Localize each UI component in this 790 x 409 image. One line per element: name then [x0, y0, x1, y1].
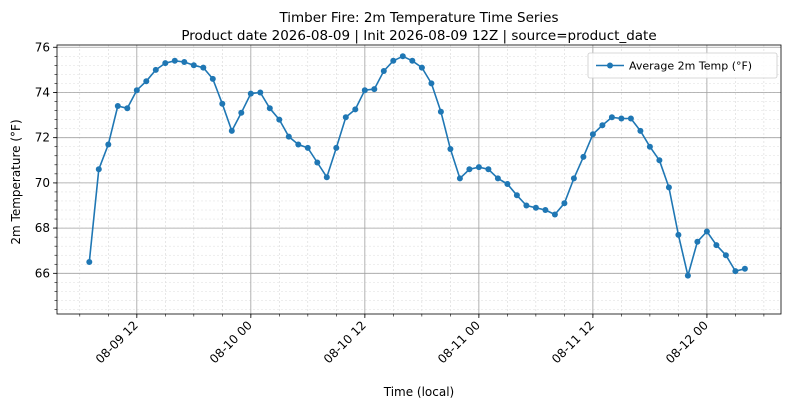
- y-tick-label: 70: [35, 176, 50, 190]
- series-line: [88, 55, 746, 277]
- data-point: [656, 157, 663, 164]
- data-point: [266, 105, 273, 112]
- data-point: [456, 175, 463, 182]
- data-point: [608, 114, 615, 121]
- data-point: [732, 268, 739, 275]
- data-point: [637, 127, 644, 134]
- data-point: [105, 141, 112, 148]
- axis-layer: 08-09 12 08-10 00 08-10 12 08-11 00 08-11 12…: [35, 40, 765, 366]
- data-point: [580, 153, 587, 160]
- data-point: [703, 228, 710, 235]
- data-point: [314, 159, 321, 166]
- data-point: [694, 238, 701, 245]
- data-point: [143, 78, 150, 85]
- data-point: [618, 115, 625, 122]
- data-point: [342, 114, 349, 121]
- data-point: [437, 108, 444, 115]
- data-point: [95, 166, 102, 173]
- data-point: [181, 59, 188, 65]
- data-point: [304, 144, 311, 151]
- data-point: [675, 231, 682, 238]
- x-axis-label: Time (local): [383, 385, 455, 399]
- y-tick-label: 76: [35, 40, 50, 54]
- x-tick-label: 08-10 00: [207, 318, 255, 366]
- data-point: [219, 100, 226, 107]
- data-point: [399, 53, 406, 60]
- data-point: [114, 103, 121, 109]
- data-point: [285, 133, 292, 140]
- data-point: [152, 66, 159, 73]
- data-point: [713, 242, 720, 249]
- grid-layer: [57, 45, 781, 314]
- data-point: [428, 80, 435, 87]
- chart-subtitle: Product date 2026-08-09 | Init 2026-08-0…: [181, 28, 656, 44]
- data-point: [684, 272, 691, 279]
- legend: Average 2m Temp (°F): [587, 52, 778, 79]
- chart-title: Timber Fire: 2m Temperature Time Series: [278, 10, 558, 26]
- data-point: [257, 89, 264, 96]
- data-point: [380, 68, 387, 74]
- data-point: [162, 60, 169, 67]
- data-point: [741, 265, 748, 272]
- data-point: [447, 146, 454, 152]
- series-layer: [86, 53, 748, 279]
- data-point: [532, 204, 539, 211]
- data-point: [494, 175, 501, 182]
- data-point: [409, 57, 416, 64]
- data-point: [485, 166, 492, 173]
- data-point: [390, 57, 397, 64]
- legend-marker-swatch: [607, 62, 613, 69]
- x-tick-label: 08-11 12: [549, 318, 597, 366]
- data-point: [523, 202, 530, 209]
- data-point: [561, 200, 568, 207]
- legend-entry-label: Average 2m Temp (°F): [629, 60, 752, 73]
- data-point: [599, 122, 606, 129]
- data-point: [228, 127, 235, 134]
- data-point: [124, 105, 131, 112]
- data-point: [513, 192, 520, 199]
- data-point: [133, 87, 140, 94]
- data-point: [323, 174, 330, 181]
- x-tick-label: 08-11 00: [435, 318, 483, 366]
- data-point: [371, 86, 378, 93]
- data-point: [247, 90, 254, 97]
- y-tick-label: 68: [35, 221, 50, 235]
- data-point: [190, 62, 197, 69]
- data-point: [475, 164, 482, 171]
- data-point: [551, 211, 558, 218]
- data-point: [209, 75, 216, 82]
- x-tick-label: 08-10 12: [321, 318, 369, 366]
- data-point: [418, 64, 425, 71]
- data-point: [665, 184, 672, 191]
- data-point: [361, 87, 368, 94]
- data-point: [589, 131, 596, 138]
- y-tick-label: 72: [35, 131, 50, 145]
- data-point: [466, 166, 473, 173]
- data-point: [646, 143, 653, 150]
- y-tick-label: 74: [35, 85, 50, 99]
- plot-frame: [56, 44, 782, 315]
- data-point: [570, 175, 577, 182]
- legend-box: [587, 52, 778, 79]
- data-point: [627, 115, 634, 122]
- data-point: [200, 64, 207, 71]
- data-point: [722, 252, 729, 259]
- data-point: [352, 106, 359, 113]
- x-tick-label: 08-09 12: [93, 318, 141, 366]
- data-point: [504, 181, 511, 187]
- data-point: [295, 141, 302, 148]
- y-tick-label: 66: [35, 266, 50, 280]
- data-point: [333, 144, 340, 151]
- x-tick-label: 08-12 00: [663, 318, 711, 366]
- data-point: [542, 207, 549, 213]
- data-point: [276, 116, 283, 123]
- data-point: [171, 57, 178, 64]
- y-axis-label: 2m Temperature (°F): [9, 119, 23, 244]
- data-point: [86, 259, 93, 265]
- data-point: [238, 109, 245, 116]
